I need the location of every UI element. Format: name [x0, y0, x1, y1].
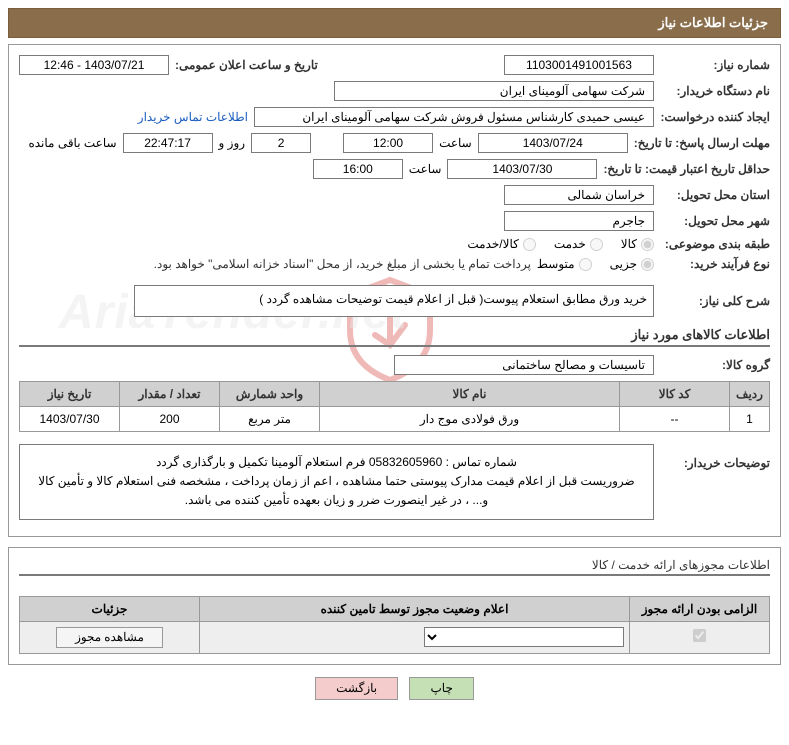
view-license-button[interactable]: مشاهده مجوز: [56, 627, 163, 648]
lic-status-cell: [200, 621, 630, 653]
action-bar: چاپ بازگشت: [8, 677, 781, 700]
validity-date-field: 1403/07/30: [447, 159, 597, 179]
cell-row: 1: [730, 407, 770, 432]
panel-header: جزئیات اطلاعات نیاز: [8, 8, 781, 38]
time-word-2: ساعت: [409, 162, 442, 176]
days-remain-field: 2: [251, 133, 311, 153]
col-name: نام کالا: [320, 382, 620, 407]
city-field: جاجرم: [504, 211, 654, 231]
radio-medium[interactable]: متوسط: [537, 257, 592, 271]
buyer-field: شرکت سهامی آلومینای ایران: [334, 81, 654, 101]
goods-section-title: اطلاعات کالاهای مورد نیاز: [19, 327, 770, 347]
goods-group-field: تاسیسات و مصالح ساختمانی: [394, 355, 654, 375]
validity-label: حداقل تاریخ اعتبار قیمت: تا تاریخ:: [603, 162, 770, 176]
lic-col-mandatory: الزامی بودن ارائه مجوز: [630, 596, 770, 621]
need-number-field: 1103001491001563: [504, 55, 654, 75]
purchase-type-group: جزیی متوسط: [537, 257, 654, 271]
desc-label: شرح کلی نیاز:: [660, 294, 770, 308]
goods-group-label: گروه کالا:: [660, 358, 770, 372]
province-field: خراسان شمالی: [504, 185, 654, 205]
need-number-label: شماره نیاز:: [660, 58, 770, 72]
buyer-notes-box: شماره تماس : 05832605960 فرم استعلام آلو…: [19, 444, 654, 520]
deadline-time-field: 12:00: [343, 133, 433, 153]
deadline-date-field: 1403/07/24: [478, 133, 628, 153]
col-unit: واحد شمارش: [220, 382, 320, 407]
category-radio-group: کالا خدمت کالا/خدمت: [467, 237, 654, 251]
lic-col-details: جزئیات: [20, 596, 200, 621]
license-table: الزامی بودن ارائه مجوز اعلام وضعیت مجوز …: [19, 596, 770, 654]
buyer-label: نام دستگاه خریدار:: [660, 84, 770, 98]
deadline-label: مهلت ارسال پاسخ: تا تاریخ:: [634, 136, 770, 150]
validity-time-field: 16:00: [313, 159, 403, 179]
main-panel: AriaTender.net شماره نیاز: 1103001491001…: [8, 44, 781, 537]
cell-unit: متر مربع: [220, 407, 320, 432]
hours-remain-field: 22:47:17: [123, 133, 213, 153]
contact-link[interactable]: اطلاعات تماس خریدار: [138, 110, 248, 124]
remain-suffix: ساعت باقی مانده: [28, 136, 116, 150]
table-row: 1 -- ورق فولادی موج دار متر مربع 200 140…: [20, 407, 770, 432]
cell-code: --: [620, 407, 730, 432]
lic-details-cell: مشاهده مجوز: [20, 621, 200, 653]
lic-mandatory-cell: [630, 621, 770, 653]
back-button[interactable]: بازگشت: [315, 677, 398, 700]
license-title: اطلاعات مجوزهای ارائه خدمت / کالا: [19, 558, 770, 576]
notes-line2: ضروریست قبل از اعلام قیمت مدارک پیوستی ح…: [28, 472, 645, 491]
col-qty: تعداد / مقدار: [120, 382, 220, 407]
requester-label: ایجاد کننده درخواست:: [660, 110, 770, 124]
lic-col-status: اعلام وضعیت مجوز توسط تامین کننده: [200, 596, 630, 621]
radio-goods[interactable]: کالا: [621, 237, 654, 251]
col-code: کد کالا: [620, 382, 730, 407]
radio-partial[interactable]: جزیی: [610, 257, 654, 271]
license-panel: اطلاعات مجوزهای ارائه خدمت / کالا الزامی…: [8, 547, 781, 665]
status-select[interactable]: [424, 627, 624, 647]
province-label: استان محل تحویل:: [660, 188, 770, 202]
radio-service[interactable]: خدمت: [554, 237, 603, 251]
requester-field: عیسی حمیدی کارشناس مسئول فروش شرکت سهامی…: [254, 107, 654, 127]
time-word-1: ساعت: [439, 136, 472, 150]
city-label: شهر محل تحویل:: [660, 214, 770, 228]
cell-date: 1403/07/30: [20, 407, 120, 432]
col-row: ردیف: [730, 382, 770, 407]
cell-name: ورق فولادی موج دار: [320, 407, 620, 432]
category-label: طبقه بندی موضوعی:: [660, 237, 770, 251]
cell-qty: 200: [120, 407, 220, 432]
purchase-note: پرداخت تمام یا بخشی از مبلغ خرید، از محل…: [154, 257, 531, 271]
license-row: مشاهده مجوز: [20, 621, 770, 653]
days-word: روز و: [219, 136, 246, 150]
desc-field: خرید ورق مطابق استعلام پیوست( قبل از اعل…: [134, 285, 654, 317]
buyer-notes-label: توضیحات خریدار:: [660, 438, 770, 470]
print-button[interactable]: چاپ: [409, 677, 473, 700]
notes-line1: شماره تماس : 05832605960 فرم استعلام آلو…: [28, 453, 645, 472]
purchase-type-label: نوع فرآیند خرید:: [660, 257, 770, 271]
col-date: تاریخ نیاز: [20, 382, 120, 407]
notes-line3: و... ، در غیر اینصورت ضرر و زیان بعهده ت…: [28, 491, 645, 510]
mandatory-checkbox: [693, 629, 706, 642]
goods-table: ردیف کد کالا نام کالا واحد شمارش تعداد /…: [19, 381, 770, 432]
radio-both[interactable]: کالا/خدمت: [467, 237, 535, 251]
announce-datetime-field: 1403/07/21 - 12:46: [19, 55, 169, 75]
announce-label: تاریخ و ساعت اعلان عمومی:: [175, 58, 318, 72]
panel-title: جزئیات اطلاعات نیاز: [658, 15, 768, 30]
